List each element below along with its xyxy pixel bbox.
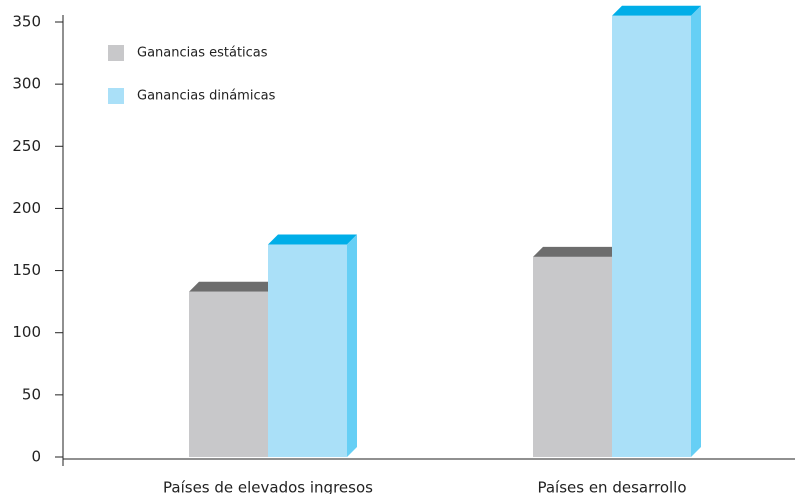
x-tick-label: Países de elevados ingresos [163, 479, 373, 494]
y-tick-label: 50 [22, 385, 41, 403]
legend-swatch [108, 45, 124, 61]
legend-swatch [108, 88, 124, 104]
y-tick-label: 100 [12, 323, 41, 341]
x-tick-label: Países en desarrollo [537, 479, 686, 494]
y-tick-label: 150 [12, 261, 41, 279]
legend-label: Ganancias dinámicas [137, 89, 276, 104]
bar [533, 256, 612, 457]
bar-top [533, 246, 622, 257]
y-tick-label: 200 [12, 199, 41, 217]
bar [189, 291, 268, 457]
bar [612, 15, 691, 458]
bar-side [347, 234, 357, 457]
bar-top [612, 5, 701, 16]
bar [268, 244, 347, 457]
bar-top [268, 234, 357, 245]
legend-label: Ganancias estáticas [137, 46, 268, 61]
bar-top [189, 281, 278, 292]
y-tick-label: 0 [31, 448, 41, 466]
y-tick-label: 250 [12, 137, 41, 155]
y-tick-label: 350 [12, 13, 41, 31]
bar-side [691, 5, 701, 458]
y-tick-label: 300 [12, 75, 41, 93]
